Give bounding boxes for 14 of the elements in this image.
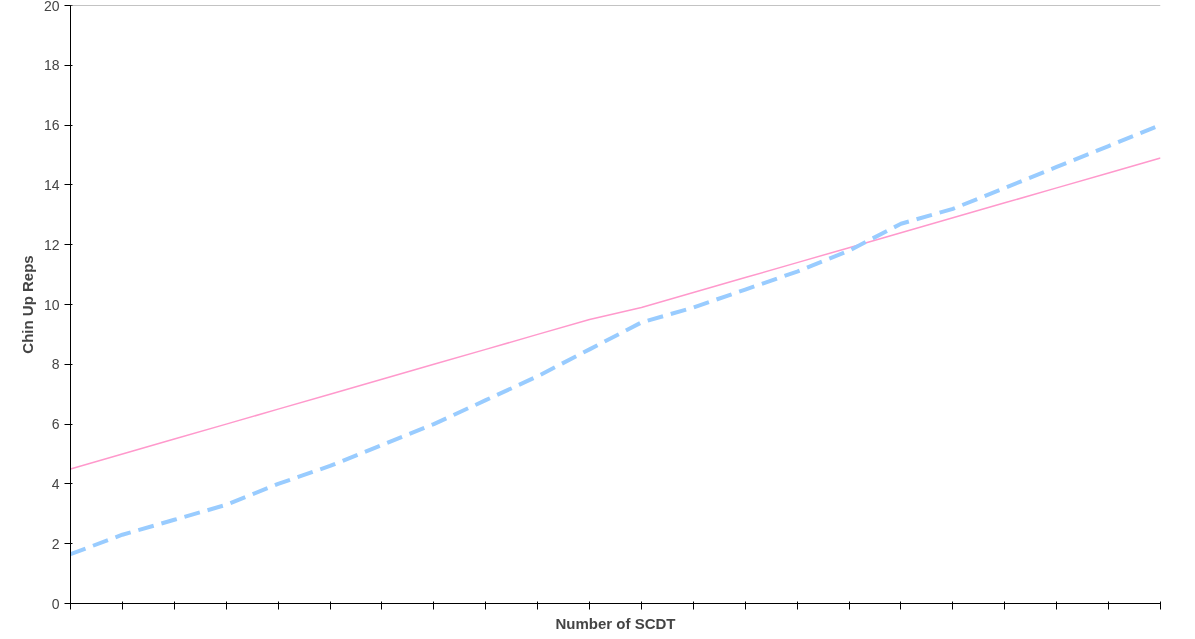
- y-tick-label: 18: [43, 57, 60, 74]
- y-axis-title: Chin Up Reps: [18, 255, 36, 354]
- y-tick-label: 14: [43, 176, 60, 193]
- x-axis-title: Number of SCDT: [555, 614, 676, 632]
- y-tick-label: 16: [43, 117, 60, 134]
- line-series: [70, 157, 1161, 470]
- y-tick-label: 4: [51, 475, 60, 492]
- y-tick-label: 0: [51, 595, 60, 612]
- y-tick-label: 2: [51, 535, 60, 552]
- y-tick-label: 20: [43, 0, 60, 14]
- y-tick-label: 6: [51, 416, 60, 433]
- y-tick-label: 10: [43, 296, 60, 313]
- y-tick-label: 8: [51, 356, 60, 373]
- y-tick-label: 12: [43, 236, 60, 253]
